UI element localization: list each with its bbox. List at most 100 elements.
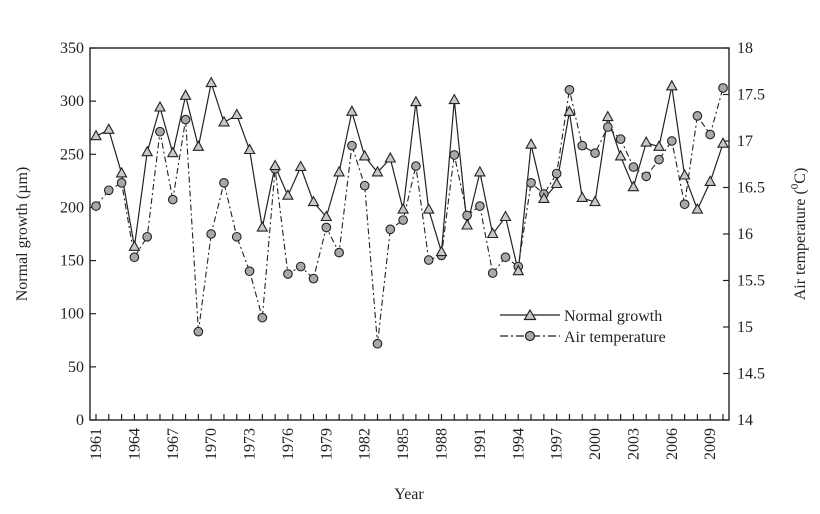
- normal-growth-point: [435, 245, 448, 257]
- x-tick-label: 1973: [242, 428, 259, 460]
- air-temperature-point: [295, 261, 306, 272]
- normal-growth-point: [473, 165, 486, 177]
- normal-growth-point: [281, 189, 294, 200]
- air-temperature-point: [462, 210, 472, 221]
- normal-growth-point: [115, 166, 128, 178]
- y-left-tick-label: 100: [60, 306, 84, 323]
- normal-growth-point: [141, 145, 154, 157]
- axes: [89, 47, 730, 421]
- normal-growth-point: [345, 105, 358, 116]
- air-temperature-point: [692, 111, 703, 121]
- y-right-tick-label: 17: [737, 133, 753, 150]
- air-temperature-point: [718, 83, 728, 93]
- air-temperature-point: [475, 201, 485, 211]
- x-tick-label: 1979: [318, 428, 335, 460]
- normal-growth-point: [653, 140, 665, 151]
- y-left-tick-label: 0: [76, 412, 84, 429]
- y-left-tick-label: 350: [60, 40, 84, 57]
- air-temperature-point: [398, 215, 408, 225]
- air-temperature-point: [654, 154, 664, 165]
- air-temperature-point: [91, 201, 101, 211]
- y-right-tick-label: 16.5: [737, 180, 765, 197]
- normal-growth-point: [589, 195, 601, 207]
- x-tick-label: 1985: [395, 428, 412, 460]
- air-temperature-point: [526, 178, 536, 188]
- y-left-tick-label: 300: [60, 93, 84, 110]
- air-temperature-point: [283, 269, 293, 279]
- y-right-tick-label: 17.5: [737, 87, 765, 104]
- y-right-tick-label: 14.5: [737, 366, 765, 383]
- normal-growth-point: [154, 100, 166, 112]
- normal-growth-point: [320, 210, 333, 222]
- legend: Normal growth Air temperature: [500, 308, 666, 346]
- air-temperature-point: [103, 185, 114, 196]
- normal-growth-point: [333, 165, 346, 177]
- air-temperature-point: [590, 148, 600, 158]
- x-tick-label: 1961: [88, 428, 105, 460]
- x-tick-label: 1994: [510, 428, 527, 460]
- air-temperature-point: [641, 171, 652, 182]
- x-tick-label: 2003: [625, 428, 642, 460]
- x-tick-label: 1982: [357, 428, 374, 460]
- series-line-air-temperature: [95, 87, 724, 344]
- normal-growth-point: [358, 149, 371, 161]
- x-tick-label: 1964: [126, 428, 143, 460]
- x-tick-label: 2000: [587, 428, 604, 460]
- y-right-tick-label: 16: [737, 226, 753, 243]
- air-temperature-point: [155, 126, 165, 137]
- y-left-tick-label: 50: [68, 359, 84, 376]
- normal-growth-point: [397, 202, 410, 214]
- y-left-tick-label: 200: [60, 199, 84, 216]
- air-temperature-point: [385, 224, 396, 235]
- legend-growth-label: Normal growth: [564, 308, 662, 325]
- air-temperature-point: [193, 326, 204, 337]
- air-temperature-point: [321, 222, 332, 233]
- air-temperature-point: [564, 84, 575, 95]
- normal-growth-point: [243, 143, 256, 155]
- air-temperature-point: [180, 114, 191, 125]
- normal-growth-point: [448, 93, 461, 105]
- air-temperature-point: [244, 266, 255, 277]
- normal-growth-point: [678, 168, 691, 180]
- normal-growth-point: [537, 192, 550, 203]
- y-axis-right-label: Air temperature (0C): [789, 168, 809, 301]
- series-layer: [90, 76, 729, 349]
- normal-growth-point: [90, 129, 102, 141]
- y-axis-left-label: Normal growth (µm): [14, 167, 31, 302]
- air-temperature-point: [308, 273, 319, 284]
- normal-growth-point: [102, 123, 115, 134]
- air-temperature-point: [411, 161, 421, 171]
- normal-growth-point: [269, 159, 282, 171]
- normal-growth-point: [307, 195, 320, 207]
- air-temperature-point: [615, 134, 626, 144]
- air-temperature-point: [347, 140, 357, 151]
- air-temperature-point: [666, 136, 677, 146]
- normal-growth-point: [256, 220, 269, 232]
- air-temperature-point: [372, 338, 383, 349]
- x-tick-label: 1988: [433, 428, 450, 460]
- air-temperature-point: [628, 162, 639, 172]
- x-tick-label: 2009: [702, 428, 719, 460]
- y-right-tick-label: 15.5: [737, 273, 765, 290]
- y-right-tick-label: 15: [737, 319, 753, 336]
- normal-growth-point: [294, 160, 307, 172]
- air-temperature-point: [142, 231, 153, 242]
- normal-growth-point: [128, 240, 141, 251]
- normal-growth-point: [704, 175, 717, 186]
- x-tick-label: 1976: [280, 428, 297, 460]
- normal-growth-point: [563, 105, 576, 116]
- y-left-tick-label: 250: [60, 146, 84, 163]
- air-temperature-point: [487, 268, 498, 278]
- legend-growth-marker: [523, 308, 537, 321]
- normal-growth-point: [640, 135, 653, 147]
- y-right-tick-label: 14: [737, 412, 753, 429]
- x-tick-label: 1967: [165, 428, 182, 460]
- y-left-tick-label: 150: [60, 253, 84, 270]
- normal-growth-point: [627, 180, 640, 192]
- plot-frame: [89, 47, 730, 421]
- air-temperature-point: [167, 194, 178, 205]
- legend-temp-label: Air temperature: [564, 329, 666, 346]
- normal-growth-point: [205, 76, 218, 88]
- air-temperature-point: [551, 168, 562, 179]
